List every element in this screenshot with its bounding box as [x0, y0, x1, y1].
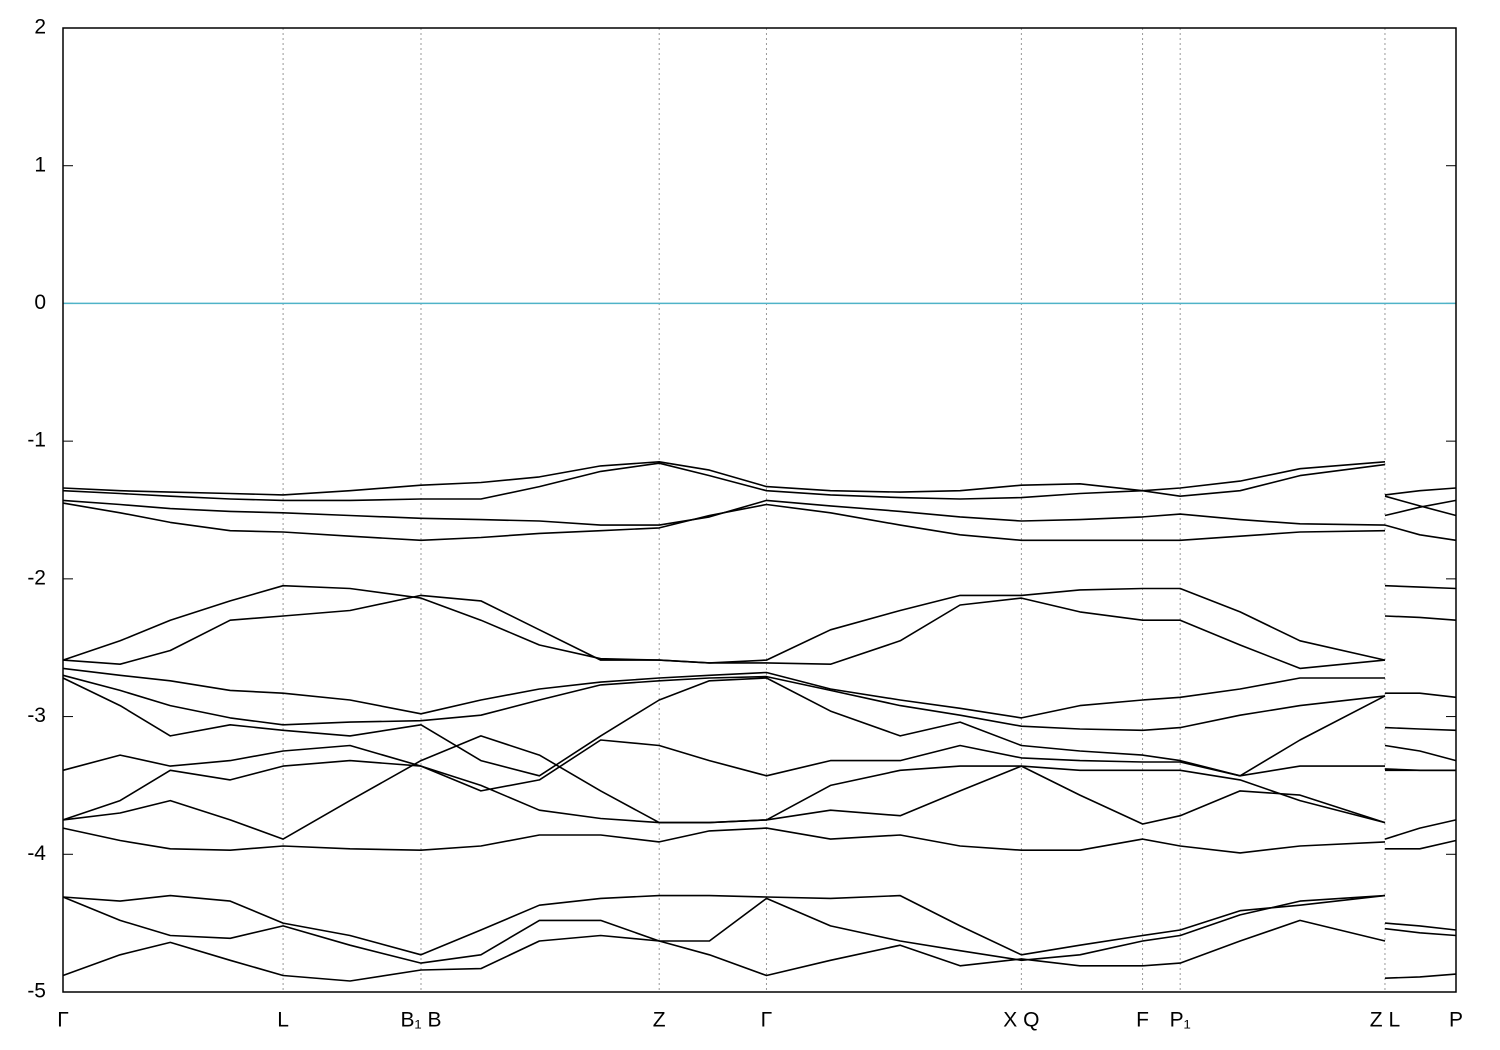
- band-line: [62, 919, 1457, 982]
- x-tick-label: B₁ B: [401, 1009, 442, 1032]
- plot-frame: [62, 27, 1457, 993]
- y-tick-label: -5: [27, 980, 46, 1003]
- y-tick-label: -2: [27, 566, 46, 589]
- band-line: [62, 894, 1457, 956]
- band-line: [62, 462, 1457, 517]
- x-tick-label: Γ: [57, 1009, 69, 1032]
- y-tick-label: 0: [34, 291, 46, 314]
- x-tick-label: P₁: [1170, 1009, 1191, 1032]
- band-line: [62, 502, 1457, 542]
- band-line: [62, 677, 1457, 777]
- band-line: [62, 894, 1457, 964]
- y-tick-label: -1: [27, 429, 46, 452]
- band-line: [62, 827, 1457, 854]
- band-line: [62, 495, 1457, 526]
- x-tick-label: Z L: [1370, 1009, 1400, 1032]
- x-tick-label: Γ: [761, 1009, 773, 1032]
- x-tick-label: L: [277, 1009, 289, 1032]
- band-line: [62, 739, 1456, 792]
- y-tick-label: -3: [27, 704, 46, 727]
- band-line: [62, 735, 1457, 840]
- x-tick-label: X Q: [1003, 1009, 1039, 1032]
- y-tick-label: 2: [34, 16, 46, 39]
- band-line: [62, 461, 1457, 496]
- band-line: [62, 667, 1457, 719]
- band-line: [62, 594, 1457, 670]
- x-tick-label: Z: [653, 1009, 666, 1032]
- band-line: [62, 674, 1457, 732]
- x-tick-label: P: [1449, 1009, 1463, 1032]
- y-tick-label: 1: [34, 153, 46, 176]
- y-tick-label: -4: [27, 842, 46, 865]
- x-tick-label: F: [1136, 1009, 1149, 1032]
- band-line: [62, 584, 1457, 664]
